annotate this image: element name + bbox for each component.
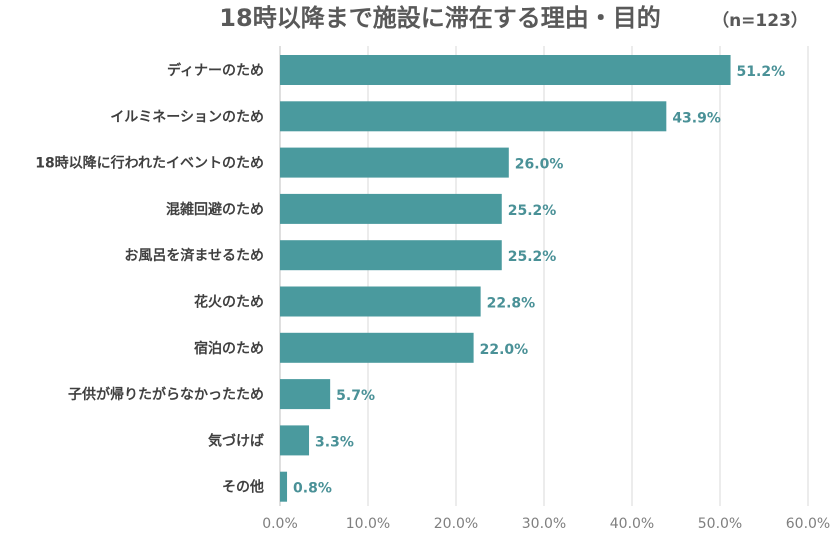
category-label: 気づけば	[208, 432, 264, 449]
data-label: 22.0%	[480, 342, 529, 358]
labels: 0.0% 10.0% 20.0% 30.0% 40.0% 50.0% 60.0% ディナーのた…	[35, 62, 830, 532]
chart-title: 18時以降まで施設に滞在する理由・目的	[219, 4, 660, 32]
data-label: 26.0%	[515, 157, 564, 173]
chart-subtitle: （n=123）	[712, 10, 808, 31]
category-label: 宿泊のため	[194, 340, 264, 357]
bar-3	[280, 147, 509, 178]
x-tick-label: 50.0%	[698, 516, 742, 532]
category-label: ディナーのため	[167, 62, 264, 79]
x-tick-label: 20.0%	[434, 516, 478, 532]
bar-5	[280, 240, 502, 271]
bar-9	[280, 425, 310, 456]
bar-8	[280, 379, 331, 410]
bar-7	[280, 332, 474, 363]
x-tick-label: 40.0%	[610, 516, 654, 532]
category-label: イルミネーションのため	[110, 109, 264, 125]
category-label: お風呂を済ませるため	[124, 247, 264, 264]
data-label: 22.8%	[487, 296, 536, 312]
x-tick-label: 0.0%	[262, 516, 298, 532]
bar-10	[280, 471, 288, 502]
data-label: 0.8%	[293, 481, 332, 497]
data-label: 3.3%	[315, 434, 354, 450]
category-label: 混雑回避のため	[166, 201, 264, 218]
category-label: 子供が帰りたがらなかったため	[68, 386, 264, 403]
bar-6	[280, 286, 481, 317]
bar-2	[280, 101, 667, 132]
data-label: 43.9%	[672, 110, 721, 126]
x-tick-label: 60.0%	[786, 516, 830, 532]
category-label: その他	[222, 479, 264, 496]
x-tick-label: 10.0%	[346, 516, 390, 532]
data-label: 51.2%	[737, 64, 786, 80]
bars	[280, 55, 731, 502]
bar-1	[280, 55, 731, 85]
data-label: 25.2%	[508, 249, 557, 265]
bar-4	[280, 193, 502, 224]
category-label: 花火のため	[194, 294, 264, 311]
x-tick-label: 30.0%	[522, 516, 566, 532]
data-label: 25.2%	[508, 203, 557, 219]
category-label: 18時以降に行われたイベントのため	[35, 155, 264, 172]
data-label: 5.7%	[336, 388, 375, 404]
